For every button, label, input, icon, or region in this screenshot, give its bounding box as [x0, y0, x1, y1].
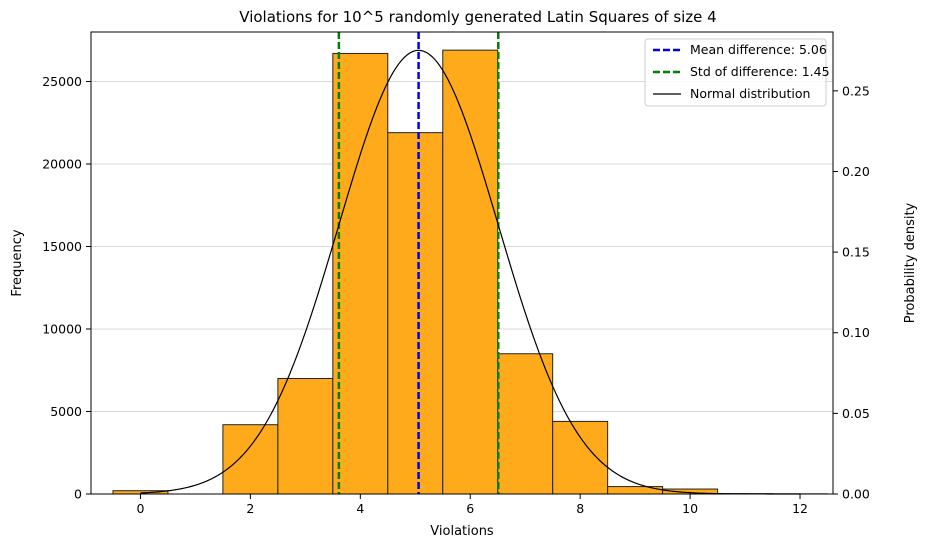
- legend-mean-label: Mean difference: 5.06: [690, 42, 827, 57]
- x-tick-label: 0: [136, 501, 144, 516]
- normal-curve-group: [140, 49, 801, 495]
- chart-title: Violations for 10^5 randomly generated L…: [239, 8, 716, 26]
- secondary-y-axis: 0.00 0.05 0.10 0.15 0.20 0.25: [833, 83, 870, 502]
- histogram-bars: [112, 49, 829, 495]
- y2-tick-label: 0.00: [842, 487, 870, 502]
- x-tick-label: 6: [466, 501, 474, 516]
- histogram-bar: [277, 378, 334, 495]
- y2-tick-label: 0.15: [842, 245, 870, 260]
- histogram-bar: [332, 52, 389, 495]
- y-tick-label: 25000: [42, 74, 82, 89]
- histogram-bar: [387, 132, 444, 495]
- legend: Mean difference: 5.06 Std of difference:…: [644, 38, 830, 107]
- x-tick-label: 10: [682, 501, 698, 516]
- histogram-bar: [552, 420, 609, 495]
- y2-tick-label: 0.10: [842, 325, 870, 340]
- y2-tick-label: 0.05: [842, 406, 870, 421]
- reference-lines: [337, 32, 500, 494]
- y-axis: 0 5000 10000 15000 20000 25000: [42, 74, 91, 502]
- x-tick-label: 4: [356, 501, 364, 516]
- legend-box: [644, 38, 827, 107]
- x-axis: 0 2 4 6 8 10 12: [136, 494, 808, 516]
- secondary-y-axis-label: Probability density: [903, 202, 918, 323]
- x-tick-label: 12: [792, 501, 808, 516]
- y-tick-label: 0: [74, 487, 82, 502]
- x-tick-label: 2: [246, 501, 254, 516]
- x-axis-label: Violations: [430, 524, 494, 539]
- histogram-bar: [497, 353, 554, 495]
- legend-normal-label: Normal distribution: [690, 86, 810, 101]
- y-tick-label: 15000: [42, 239, 82, 254]
- histogram-bar: [607, 486, 664, 495]
- y-tick-label: 5000: [50, 404, 82, 419]
- plot-frame: [90, 31, 834, 495]
- legend-std-label: Std of difference: 1.45: [690, 64, 830, 79]
- histogram-bar: [442, 49, 499, 495]
- normal-curve: [140, 49, 801, 495]
- y-tick-label: 20000: [42, 157, 82, 172]
- x-tick-label: 8: [576, 501, 584, 516]
- y2-tick-label: 0.20: [842, 164, 870, 179]
- y-axis-label: Frequency: [10, 229, 25, 296]
- y-tick-label: 10000: [42, 322, 82, 337]
- histogram-bar: [222, 424, 279, 495]
- y2-tick-label: 0.25: [842, 83, 870, 98]
